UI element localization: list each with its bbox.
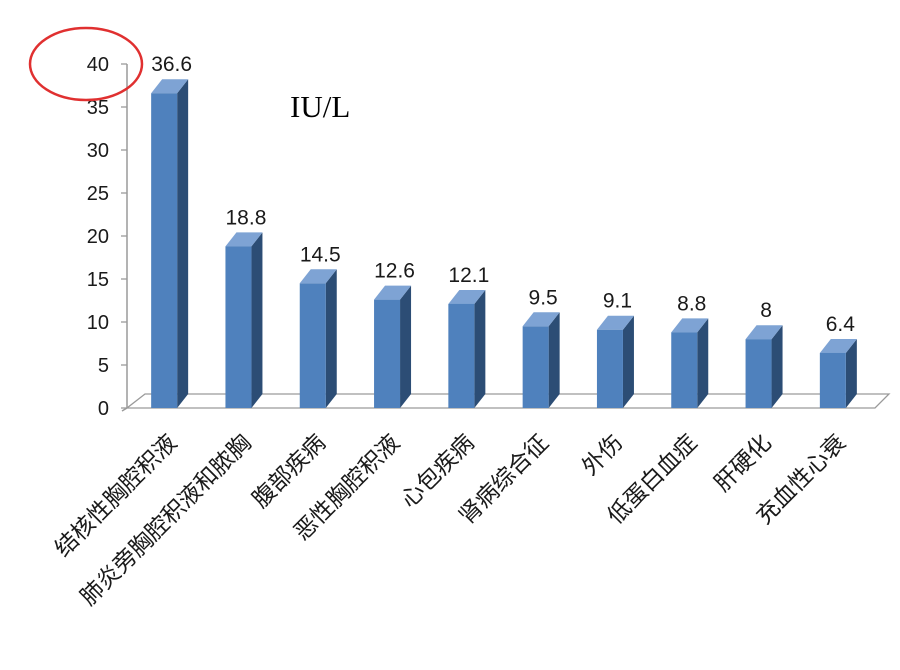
bar-side xyxy=(474,289,486,408)
bar-front xyxy=(448,303,475,408)
highlight-circle xyxy=(28,26,144,102)
bar-side xyxy=(251,232,263,408)
y-tick-label: 35 xyxy=(87,97,109,119)
category-label: 外伤 xyxy=(577,430,628,481)
chart-floor xyxy=(125,393,891,409)
data-labels: 36.6 18.8 14.5 12.6 12.1 9.5 9.1 8.8 8 6.4 xyxy=(151,53,855,336)
bar-side xyxy=(177,79,189,409)
bar-front xyxy=(225,246,252,408)
category-label: 肝硬化 xyxy=(710,430,777,497)
y-tick-label: 20 xyxy=(87,226,109,248)
data-label: 12.1 xyxy=(448,264,489,287)
bar-front xyxy=(522,326,549,408)
y-tick-label: 25 xyxy=(87,183,109,205)
y-tick-label: 10 xyxy=(87,312,109,334)
bar-front xyxy=(151,93,178,409)
bar xyxy=(374,285,412,408)
bar-top xyxy=(596,315,634,330)
bar-top xyxy=(151,79,189,94)
bar-front xyxy=(299,283,326,408)
bar xyxy=(745,325,783,408)
data-label: 9.1 xyxy=(603,290,632,313)
bar-top xyxy=(671,318,709,333)
data-label: 6.4 xyxy=(826,313,856,336)
bar-side xyxy=(548,312,560,408)
bar-side xyxy=(400,285,412,408)
bar-front xyxy=(819,352,846,408)
bar-front xyxy=(671,332,698,408)
bars xyxy=(151,79,857,409)
y-tick-label: 0 xyxy=(98,398,109,420)
bar-side xyxy=(622,315,634,408)
data-label: 14.5 xyxy=(300,243,341,266)
unit-label: IU/L xyxy=(290,89,350,124)
bar-side xyxy=(325,269,337,408)
bar-top xyxy=(374,285,412,300)
data-label: 18.8 xyxy=(226,206,267,229)
data-label: 9.5 xyxy=(529,286,558,309)
bar xyxy=(151,79,189,409)
bar-top xyxy=(522,312,560,327)
bar-top xyxy=(448,289,486,304)
bar xyxy=(225,232,263,408)
bar xyxy=(522,312,560,408)
y-tick-label: 40 xyxy=(87,54,109,76)
bar-front xyxy=(374,299,401,408)
bar xyxy=(671,318,709,408)
bar-front xyxy=(596,329,623,408)
data-label: 8.8 xyxy=(677,292,706,315)
bar-front xyxy=(745,339,772,408)
bar-top xyxy=(745,325,783,340)
data-label: 12.6 xyxy=(374,260,415,283)
bar-top xyxy=(299,269,337,284)
bar-top xyxy=(819,338,857,353)
y-tick-label: 5 xyxy=(98,355,109,377)
y-tick-label: 15 xyxy=(87,269,109,291)
bar-side xyxy=(771,325,783,408)
data-label: 36.6 xyxy=(151,53,192,76)
bar-top xyxy=(225,232,263,247)
bar xyxy=(596,315,634,408)
bar xyxy=(448,289,486,408)
bar xyxy=(819,338,857,408)
data-label: 8 xyxy=(760,299,772,322)
bar-side xyxy=(845,338,857,408)
bar-side xyxy=(697,318,709,408)
y-axis-ticks: 0 5 10 15 20 25 30 35 40 xyxy=(87,54,127,420)
y-tick-label: 30 xyxy=(87,140,109,162)
bar xyxy=(299,269,337,408)
